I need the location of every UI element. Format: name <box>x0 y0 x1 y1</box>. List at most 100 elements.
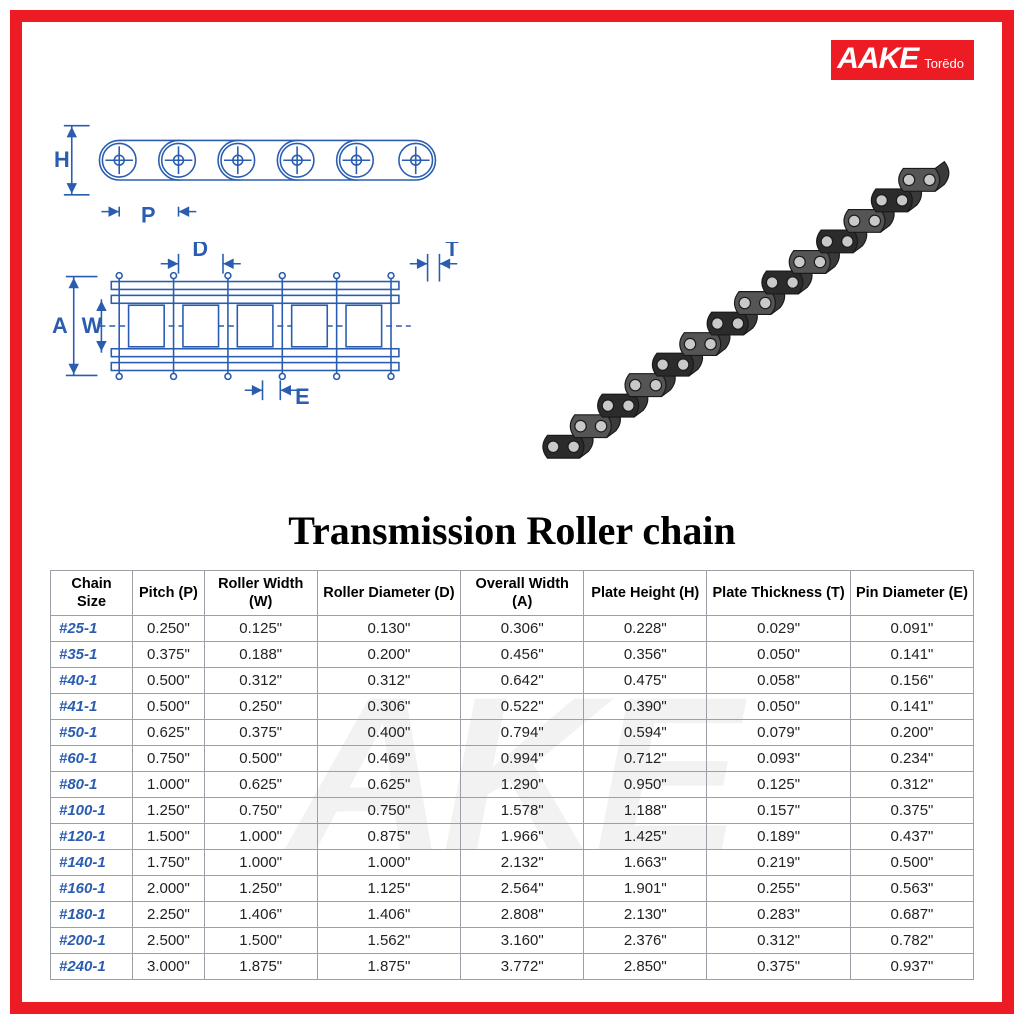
cell-size: #80-1 <box>51 772 133 798</box>
spec-table-wrap: AKE Chain Size Pitch (P) Roller Width (W… <box>50 570 974 980</box>
cell-a: 2.808" <box>461 902 584 928</box>
cell-h: 0.475" <box>584 668 707 694</box>
cell-h: 2.376" <box>584 928 707 954</box>
label-w: W <box>82 313 103 338</box>
cell-h: 0.950" <box>584 772 707 798</box>
cell-size: #160-1 <box>51 876 133 902</box>
table-row: #240-13.000"1.875"1.875"3.772"2.850"0.37… <box>51 954 974 980</box>
brand-name: AAKE <box>837 44 918 74</box>
cell-w: 0.188" <box>204 642 317 668</box>
cell-a: 0.456" <box>461 642 584 668</box>
cell-t: 0.058" <box>707 668 851 694</box>
table-body: #25-10.250"0.125"0.130"0.306"0.228"0.029… <box>51 616 974 980</box>
cell-p: 0.500" <box>133 694 205 720</box>
cell-w: 0.625" <box>204 772 317 798</box>
document-frame: AAKE Torēdo <box>10 10 1014 1014</box>
cell-d: 0.312" <box>317 668 461 694</box>
cell-d: 1.406" <box>317 902 461 928</box>
cell-p: 2.000" <box>133 876 205 902</box>
cell-size: #120-1 <box>51 824 133 850</box>
table-row: #140-11.750"1.000"1.000"2.132"1.663"0.21… <box>51 850 974 876</box>
chain-photo <box>495 86 974 504</box>
cell-w: 0.312" <box>204 668 317 694</box>
cell-d: 0.130" <box>317 616 461 642</box>
cell-p: 0.250" <box>133 616 205 642</box>
table-row: #40-10.500"0.312"0.312"0.642"0.475"0.058… <box>51 668 974 694</box>
cell-d: 1.562" <box>317 928 461 954</box>
cell-h: 1.425" <box>584 824 707 850</box>
cell-h: 1.901" <box>584 876 707 902</box>
cell-a: 3.772" <box>461 954 584 980</box>
cell-size: #50-1 <box>51 720 133 746</box>
cell-e: 0.437" <box>850 824 973 850</box>
table-row: #100-11.250"0.750"0.750"1.578"1.188"0.15… <box>51 798 974 824</box>
label-t: T <box>445 242 459 261</box>
cell-t: 0.312" <box>707 928 851 954</box>
brand-subname: Torēdo <box>922 56 964 71</box>
cell-d: 0.200" <box>317 642 461 668</box>
label-d: D <box>192 242 208 261</box>
table-row: #41-10.500"0.250"0.306"0.522"0.390"0.050… <box>51 694 974 720</box>
cell-w: 1.250" <box>204 876 317 902</box>
cell-size: #200-1 <box>51 928 133 954</box>
cell-t: 0.283" <box>707 902 851 928</box>
cell-d: 1.875" <box>317 954 461 980</box>
cell-h: 1.663" <box>584 850 707 876</box>
cell-size: #41-1 <box>51 694 133 720</box>
cell-d: 1.125" <box>317 876 461 902</box>
cell-t: 0.125" <box>707 772 851 798</box>
diagrams-row: H P <box>50 86 974 493</box>
table-row: #80-11.000"0.625"0.625"1.290"0.950"0.125… <box>51 772 974 798</box>
cell-t: 0.255" <box>707 876 851 902</box>
cell-d: 0.469" <box>317 746 461 772</box>
cell-d: 0.875" <box>317 824 461 850</box>
th-p: Pitch (P) <box>133 570 205 615</box>
cell-w: 1.000" <box>204 824 317 850</box>
cell-t: 0.189" <box>707 824 851 850</box>
cell-w: 0.375" <box>204 720 317 746</box>
label-h: H <box>54 147 70 172</box>
th-h: Plate Height (H) <box>584 570 707 615</box>
table-row: #50-10.625"0.375"0.400"0.794"0.594"0.079… <box>51 720 974 746</box>
cell-size: #35-1 <box>51 642 133 668</box>
page-title: Transmission Roller chain <box>50 507 974 554</box>
cell-size: #40-1 <box>51 668 133 694</box>
cell-e: 0.156" <box>850 668 973 694</box>
cell-h: 2.850" <box>584 954 707 980</box>
cell-t: 0.093" <box>707 746 851 772</box>
table-row: #120-11.500"1.000"0.875"1.966"1.425"0.18… <box>51 824 974 850</box>
cell-t: 0.079" <box>707 720 851 746</box>
cell-t: 0.157" <box>707 798 851 824</box>
cell-e: 0.563" <box>850 876 973 902</box>
cell-a: 1.578" <box>461 798 584 824</box>
cell-e: 0.312" <box>850 772 973 798</box>
cell-p: 1.250" <box>133 798 205 824</box>
cell-t: 0.050" <box>707 642 851 668</box>
cell-e: 0.234" <box>850 746 973 772</box>
cell-w: 0.500" <box>204 746 317 772</box>
cell-p: 2.250" <box>133 902 205 928</box>
technical-diagrams: H P <box>50 86 475 411</box>
cell-p: 3.000" <box>133 954 205 980</box>
cell-d: 0.400" <box>317 720 461 746</box>
header-row: AAKE Torēdo <box>50 40 974 80</box>
cell-p: 0.500" <box>133 668 205 694</box>
cell-d: 1.000" <box>317 850 461 876</box>
cell-t: 0.029" <box>707 616 851 642</box>
cell-w: 1.500" <box>204 928 317 954</box>
cell-size: #180-1 <box>51 902 133 928</box>
cell-w: 1.875" <box>204 954 317 980</box>
cell-a: 1.966" <box>461 824 584 850</box>
cell-h: 0.228" <box>584 616 707 642</box>
th-t: Plate Thickness (T) <box>707 570 851 615</box>
cell-p: 0.625" <box>133 720 205 746</box>
th-e: Pin Diameter (E) <box>850 570 973 615</box>
cell-h: 0.390" <box>584 694 707 720</box>
cell-h: 2.130" <box>584 902 707 928</box>
spec-table: Chain Size Pitch (P) Roller Width (W) Ro… <box>50 570 974 980</box>
cell-p: 2.500" <box>133 928 205 954</box>
cell-p: 0.375" <box>133 642 205 668</box>
chain-illustration <box>495 116 974 504</box>
cell-size: #140-1 <box>51 850 133 876</box>
cell-d: 0.750" <box>317 798 461 824</box>
